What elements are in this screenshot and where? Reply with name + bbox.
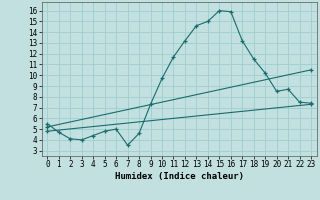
X-axis label: Humidex (Indice chaleur): Humidex (Indice chaleur) [115, 172, 244, 181]
